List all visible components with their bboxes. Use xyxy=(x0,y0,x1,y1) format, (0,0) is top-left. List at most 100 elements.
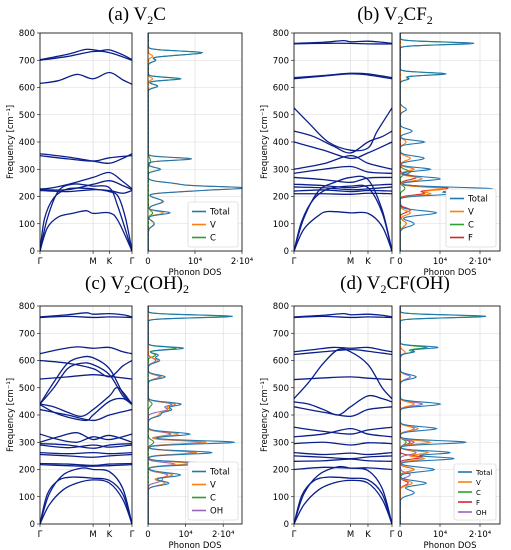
freq-tick-label: 700 xyxy=(19,329,35,339)
kpoint-label: Γ xyxy=(38,257,43,267)
freq-tick-label: 600 xyxy=(273,84,289,94)
freq-tick-label: 800 xyxy=(273,302,289,312)
phonon-band xyxy=(294,312,392,318)
phonon-band xyxy=(40,397,132,422)
phonon-band xyxy=(294,107,392,152)
phonon-band xyxy=(40,154,132,162)
freq-tick-label: 500 xyxy=(19,384,35,394)
phonon-band xyxy=(294,476,392,524)
freq-tick-label: 400 xyxy=(273,411,289,421)
band-frame xyxy=(39,32,133,252)
kpoint-label: Γ xyxy=(292,257,297,267)
dos-frame xyxy=(147,32,243,252)
panel-title-part: CF(OH) xyxy=(386,273,449,294)
phonon-band xyxy=(294,210,392,251)
phonon-band xyxy=(294,466,392,471)
phonon-band xyxy=(40,432,132,443)
dos-tick-label: 2·10⁴ xyxy=(469,530,492,540)
phonon-band xyxy=(40,48,132,61)
panel-title-part: (c) V xyxy=(85,273,124,294)
legend-label: Total xyxy=(467,195,488,205)
panel-title-part: CF xyxy=(404,4,427,25)
phonon-band xyxy=(40,462,132,467)
freq-axis-label: Frequency [cm⁻¹] xyxy=(260,378,270,452)
freq-tick-label: 0 xyxy=(284,247,289,257)
phonon-band xyxy=(40,210,132,251)
dos-tick-label: 10⁴ xyxy=(433,530,448,540)
freq-tick-label: 100 xyxy=(19,493,35,503)
phonon-band xyxy=(294,141,392,160)
phonon-band xyxy=(40,312,132,318)
phonon-band xyxy=(40,408,132,422)
legend-label: C xyxy=(210,234,216,244)
freq-tick-label: 700 xyxy=(273,329,289,339)
dos-axis-label: Phonon DOS xyxy=(168,268,221,278)
phonon-band xyxy=(294,465,392,524)
phonon-band xyxy=(294,176,392,183)
dos-frame xyxy=(147,305,243,525)
dos-tick-label: 10⁴ xyxy=(178,530,193,540)
phonon-band xyxy=(294,427,392,438)
panel-title: (c) V2C(OH)2 xyxy=(85,273,189,296)
dos-tick-label: 2·10⁴ xyxy=(212,530,235,540)
phonon-band xyxy=(40,359,132,378)
phonon-band xyxy=(40,346,132,355)
panel-title-part: C xyxy=(153,4,166,25)
phonon-band xyxy=(40,467,132,524)
freq-tick-label: 400 xyxy=(273,138,289,148)
freq-tick-label: 200 xyxy=(273,466,289,476)
panel-title-part: 2 xyxy=(380,282,386,296)
dos-tick-label: 0 xyxy=(145,257,150,267)
freq-tick-label: 800 xyxy=(19,29,35,39)
dos-axis-label: Phonon DOS xyxy=(168,541,221,550)
phonon-band xyxy=(294,451,392,456)
freq-tick-label: 200 xyxy=(273,193,289,203)
freq-axis-label: Frequency [cm⁻¹] xyxy=(6,105,16,179)
freq-tick-label: 400 xyxy=(19,138,35,148)
legend-label: V xyxy=(210,481,216,491)
band-structure xyxy=(294,312,392,524)
band-frame xyxy=(293,32,393,252)
panel-title-part: (b) V xyxy=(357,4,398,25)
phonon-band xyxy=(40,153,132,164)
kpoint-label: Γ xyxy=(390,530,395,540)
legend-label: F xyxy=(476,499,480,507)
phonon-band xyxy=(294,39,392,44)
legend-box xyxy=(453,463,497,521)
phonon-band xyxy=(40,50,132,61)
phonon-band xyxy=(40,442,132,449)
dos-legend: Total VCF xyxy=(445,188,497,248)
phonon-band xyxy=(40,386,132,418)
panel-title-part: 2 xyxy=(147,13,153,27)
phonon-band xyxy=(294,165,392,174)
phonon-band xyxy=(294,183,392,189)
phonon-band xyxy=(294,479,392,524)
phonon-band xyxy=(294,130,392,154)
dos-tick-label: 2·10⁴ xyxy=(469,257,492,267)
legend-label: Total xyxy=(209,208,230,218)
dos-frame xyxy=(399,305,501,525)
freq-tick-label: 500 xyxy=(273,111,289,121)
freq-tick-label: 800 xyxy=(19,302,35,312)
dos-frame xyxy=(399,32,501,252)
legend-label: OH xyxy=(476,509,487,517)
dos-tick-label: 10⁴ xyxy=(433,257,448,267)
freq-tick-label: 100 xyxy=(273,220,289,230)
legend-box xyxy=(187,461,239,521)
freq-tick-label: 500 xyxy=(19,111,35,121)
legend-label: Total xyxy=(475,469,492,477)
freq-tick-label: 300 xyxy=(19,165,35,175)
legend-label: OH xyxy=(210,507,223,517)
dos-tick-label: 0 xyxy=(145,530,150,540)
phonon-band xyxy=(40,463,132,467)
freq-tick-label: 600 xyxy=(19,357,35,367)
dos-legend: Total VCF OH xyxy=(453,463,497,521)
phonon-band xyxy=(40,479,132,524)
kpoint-label: K xyxy=(107,530,113,540)
freq-tick-label: 100 xyxy=(273,493,289,503)
phonon-band xyxy=(294,376,392,381)
phonon-band xyxy=(40,453,132,458)
